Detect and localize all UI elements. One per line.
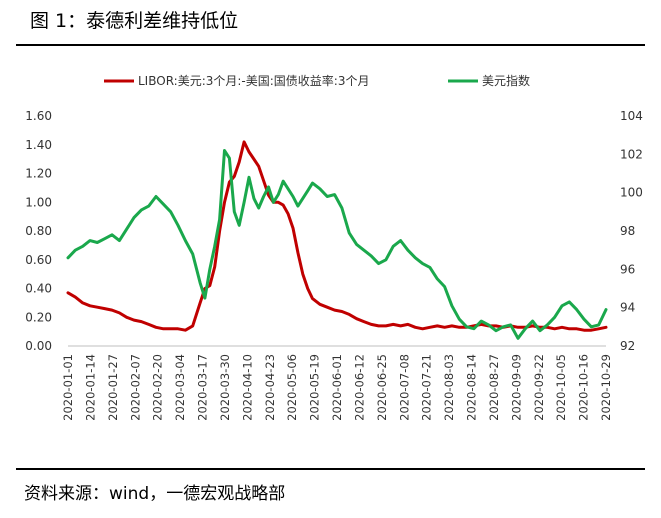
left-y-tick-label: 1.60 <box>25 109 52 123</box>
x-tick-label: 2020-04-10 <box>240 354 254 421</box>
right-y-tick-label: 102 <box>620 147 643 161</box>
right-y-tick-label: 92 <box>620 339 635 353</box>
x-tick-label: 2020-08-27 <box>487 354 501 421</box>
x-tick-label: 2020-09-09 <box>509 354 523 421</box>
series-lines <box>66 140 608 340</box>
x-tick-label: 2020-05-19 <box>308 354 322 421</box>
x-tick-label: 2020-08-03 <box>442 354 456 421</box>
x-tick-label: 2020-03-17 <box>196 354 210 421</box>
top-rule <box>16 44 645 46</box>
x-tick-label: 2020-10-05 <box>554 354 568 421</box>
x-tick-label: 2020-06-12 <box>352 354 366 421</box>
x-tick-label: 2020-02-20 <box>151 354 165 421</box>
x-tick-label: 2020-07-21 <box>420 354 434 421</box>
right-y-tick-label: 94 <box>620 301 635 315</box>
x-tick-label: 2020-01-01 <box>61 354 75 421</box>
legend-label-libor: LIBOR:美元:3个月:-美国:国债收益率:3个月 <box>138 73 369 88</box>
left-y-tick-label: 0.20 <box>25 310 52 324</box>
right-y-tick-label: 104 <box>620 109 643 123</box>
bottom-rule <box>16 468 645 470</box>
left-y-tick-label: 0.00 <box>25 339 52 353</box>
left-y-tick-label: 1.40 <box>25 138 52 152</box>
x-tick-label: 2020-02-07 <box>128 354 142 421</box>
x-tick-label: 2020-03-04 <box>173 354 187 421</box>
dual-axis-line-chart: LIBOR:美元:3个月:-美国:国债收益率:3个月 美元指数 0.000.200… <box>25 73 643 421</box>
figure-title: 图 1：泰德利差维持低位 <box>30 10 239 32</box>
right-y-tick-label: 96 <box>620 262 635 276</box>
x-tick-label: 2020-07-08 <box>397 354 411 421</box>
x-tick-label: 2020-01-27 <box>106 354 120 421</box>
right-y-axis: 92 94 96 98 100 102 104 <box>620 109 643 353</box>
x-tick-label: 2020-08-14 <box>465 354 479 421</box>
left-y-tick-label: 1.20 <box>25 167 52 181</box>
dollar-index-line <box>66 149 608 340</box>
x-tick-label: 2020-03-30 <box>218 354 232 421</box>
legend-label-dollar-index: 美元指数 <box>482 73 530 88</box>
left-y-tick-label: 0.60 <box>25 253 52 267</box>
left-y-tick-label: 0.40 <box>25 282 52 296</box>
x-tick-label: 2020-06-25 <box>375 354 389 421</box>
left-y-tick-label: 1.00 <box>25 195 52 209</box>
chart-legend: LIBOR:美元:3个月:-美国:国债收益率:3个月 美元指数 <box>104 73 530 88</box>
right-y-tick-label: 98 <box>620 224 635 238</box>
x-tick-label: 2020-10-29 <box>599 354 613 421</box>
x-axis-ticks: 2020-01-01 2020-01-14 2020-01-27 2020-02-07… <box>61 354 613 421</box>
libor-ois-spread-line <box>66 140 608 332</box>
left-y-axis: 0.00 0.20 0.40 0.60 0.80 1.00 1.20 1.40 1.60 <box>25 109 52 353</box>
x-tick-label: 2020-04-23 <box>263 354 277 421</box>
right-y-tick-label: 100 <box>620 186 643 200</box>
x-tick-label: 2020-09-22 <box>532 354 546 421</box>
left-y-tick-label: 0.80 <box>25 224 52 238</box>
x-tick-label: 2020-06-01 <box>330 354 344 421</box>
x-tick-label: 2020-01-14 <box>83 354 97 421</box>
x-tick-label: 2020-05-06 <box>285 354 299 421</box>
x-tick-label: 2020-10-16 <box>577 354 591 421</box>
figure-source: 资料来源：wind，一德宏观战略部 <box>24 484 286 504</box>
